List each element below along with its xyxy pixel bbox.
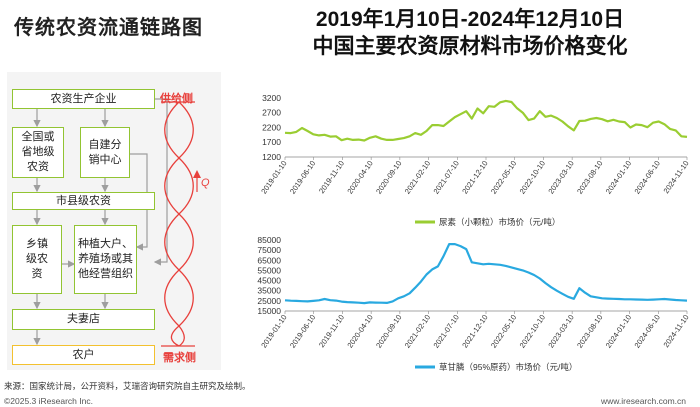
x-tick-label: 2020-04-10 — [345, 159, 374, 196]
producer-box: 农资生产企业 — [12, 89, 155, 109]
x-tick-label: 2019-01-10 — [259, 313, 288, 350]
y-tick-label: 2200 — [262, 122, 281, 132]
x-tick-label: 2021-02-10 — [403, 159, 432, 196]
x-tick-label: 2023-08-10 — [575, 159, 604, 196]
wholesaler-box: 全国或省地级农资 — [12, 127, 64, 178]
x-tick-label: 2020-09-10 — [374, 313, 403, 350]
x-tick-label: 2023-03-10 — [546, 313, 575, 350]
x-tick-label: 2019-06-10 — [288, 313, 317, 350]
farmer-box: 农户 — [12, 345, 155, 365]
self-built-distribution-box: 自建分销中心 — [80, 127, 130, 178]
y-tick-label: 55000 — [257, 265, 281, 275]
main-title-line1: 2019年1月10日-2024年12月10日 — [315, 8, 625, 31]
x-tick-label: 2023-03-10 — [546, 159, 575, 196]
main-title-line2: 中国主要农资原材料市场价格变化 — [312, 35, 628, 58]
x-tick-label: 2019-11-10 — [317, 159, 346, 195]
growers-box: 种植大户、养殖场或其他经营组织 — [74, 225, 137, 294]
wave-curve-b — [164, 101, 194, 347]
y-tick-label: 3200 — [262, 93, 281, 103]
q-label: Q — [201, 177, 210, 189]
y-tick-label: 15000 — [257, 306, 281, 316]
x-tick-label: 2024-06-10 — [633, 159, 662, 196]
x-tick-label: 2021-12-10 — [460, 313, 489, 350]
supply-demand-wave — [161, 101, 201, 347]
x-tick-label: 2024-01-10 — [604, 159, 633, 196]
y-tick-label: 75000 — [257, 245, 281, 255]
x-tick-label: 2024-11-10 — [662, 159, 691, 195]
series-line — [284, 99, 688, 142]
x-tick-label: 2023-08-10 — [575, 313, 604, 350]
y-tick-label: 65000 — [257, 255, 281, 265]
x-tick-label: 2019-11-10 — [317, 313, 346, 349]
x-tick-label: 2020-09-10 — [374, 159, 403, 196]
x-tick-label: 2022-10-10 — [518, 159, 547, 196]
glyphosate-chart: 1500025000350004500055000650007500085000… — [257, 235, 690, 372]
source-note: 来源：国家统计局，公开资料，艾瑞咨询研究院自主研究及绘制。 — [4, 381, 251, 391]
y-tick-label: 45000 — [257, 276, 281, 286]
demand-side-label: 需求侧 — [163, 352, 196, 364]
y-tick-label: 1200 — [262, 152, 281, 162]
q-arrow-head — [193, 170, 201, 178]
urea-chart: 1200 1700 2200 2700 3200 2019-01-10 2019-06-10… — [259, 93, 690, 227]
y-tick-label: 85000 — [257, 235, 281, 245]
left-title: 传统农资流通链路图 — [14, 17, 203, 39]
x-tick-label: 2022-10-10 — [518, 313, 547, 350]
town-box: 乡镇级农资 — [12, 225, 62, 294]
y-tick-label: 1700 — [262, 137, 281, 147]
x-tick-label: 2024-11-10 — [662, 313, 691, 349]
x-tick-label: 2021-12-10 — [460, 159, 489, 196]
arrow-producer-growers — [153, 98, 168, 266]
legend-label: 尿素（小颗粒）市场价（元/吨） — [439, 217, 560, 227]
y-tick-label: 25000 — [257, 296, 281, 306]
x-tick-label: 2024-06-10 — [633, 313, 662, 350]
series-line — [284, 243, 688, 305]
copyright: ©2025.3 iResearch Inc. — [4, 396, 93, 406]
x-tick-label: 2022-05-10 — [489, 159, 518, 196]
x-tick-label: 2019-01-10 — [259, 159, 288, 196]
x-tick-label: 2022-05-10 — [489, 313, 518, 350]
legend-label: 草甘膦（95%原药）市场价（元/吨） — [439, 362, 577, 372]
website-url: www.iresearch.com.cn — [600, 396, 686, 406]
x-tick-label: 2021-02-10 — [403, 313, 432, 350]
store-box: 夫妻店 — [12, 309, 155, 330]
x-tick-label: 2021-07-10 — [432, 313, 461, 350]
x-tick-label: 2019-06-10 — [288, 159, 317, 196]
wave-curve-a — [164, 101, 194, 347]
y-tick-label: 2700 — [262, 108, 281, 118]
x-tick-label: 2024-01-10 — [604, 313, 633, 350]
county-box: 市县级农资 — [12, 192, 155, 210]
y-tick-label: 35000 — [257, 286, 281, 296]
x-tick-label: 2020-04-10 — [345, 313, 374, 350]
x-tick-label: 2021-07-10 — [432, 159, 461, 196]
